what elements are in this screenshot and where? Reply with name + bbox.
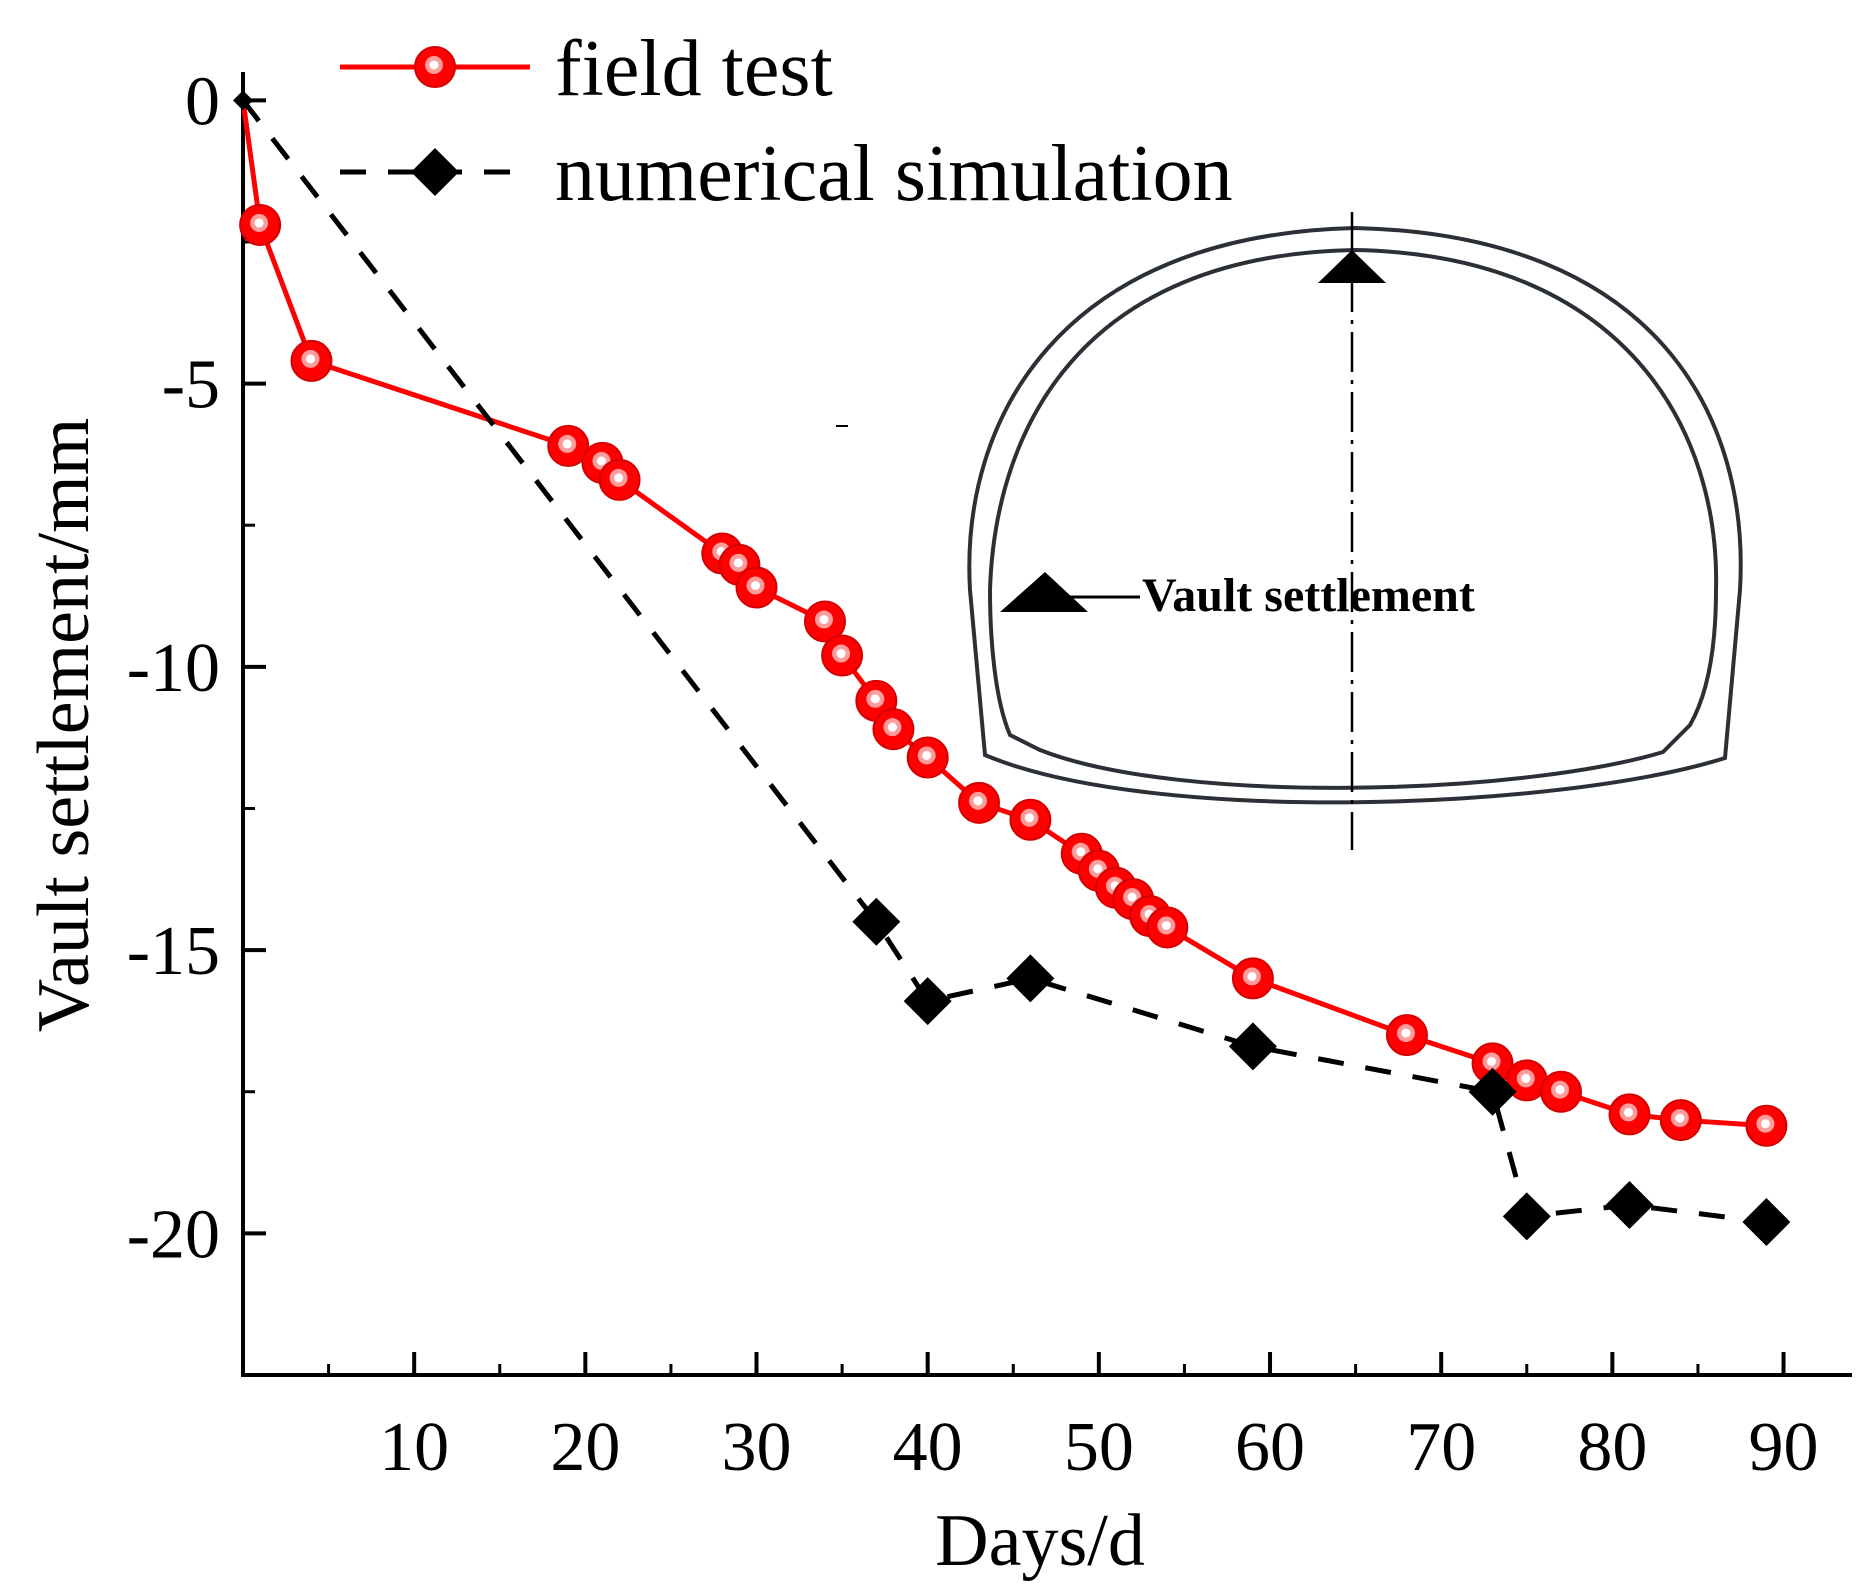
legend-marker-numerical-simulation [411,148,459,196]
x-tick-label: 70 [1406,1409,1476,1486]
data-point-field-test [1659,1099,1702,1142]
data-point-numerical-simulation [1742,1198,1791,1247]
y-tick-label: -10 [127,630,220,707]
data-point-field-test [547,424,590,467]
legend-circle-marker [414,46,456,88]
x-ticks: 10 20 30 40 50 60 70 80 90 [327,1352,1819,1486]
y-axis-title: Vault settlement/mm [23,418,105,1033]
y-tick-label: -15 [127,913,220,990]
y-ticks: 0 -5 -10 -15 -20 [127,63,266,1273]
legend-diamond-marker [411,148,459,196]
x-tick-label: 50 [1064,1409,1134,1486]
series-markers [233,90,1791,1247]
legend: field test numerical simulation [340,25,1233,218]
data-point-numerical-simulation [1228,1022,1277,1071]
x-tick-label: 20 [550,1409,620,1486]
data-point-field-test [290,339,333,382]
data-point-field-test [803,600,846,643]
series-line-field-test [240,99,1767,1129]
y-tick-label: -5 [162,347,220,424]
legend-label-field-test: field test [555,25,833,113]
vault-marker-icon [1318,250,1386,283]
tunnel-outer-lining [967,225,1743,805]
data-point-numerical-simulation [1605,1181,1654,1230]
data-point-field-test [1505,1059,1548,1102]
x-tick-label: 80 [1577,1409,1647,1486]
data-point-field-test [598,458,641,501]
tunnel-cross-section-icon [967,212,1743,850]
inset-label: Vault settlement [1142,569,1475,622]
y-tick-label: -20 [127,1196,220,1273]
x-tick-label: 90 [1749,1409,1819,1486]
x-tick-label: 30 [722,1409,792,1486]
data-point-numerical-simulation [1502,1192,1551,1241]
x-tick-label: 40 [893,1409,963,1486]
axes [241,72,1852,1377]
data-point-field-test [821,634,864,677]
data-point-field-test [1471,1042,1514,1085]
data-point-field-test [1540,1070,1583,1113]
x-axis-title: Days/d [935,1500,1145,1582]
legend-marker-icon [1000,572,1088,612]
data-point-field-test [1146,906,1189,949]
data-point-field-test [958,781,1001,824]
data-point-field-test [735,566,778,609]
series-line-numerical-simulation [241,98,1767,1225]
legend-label-numerical-simulation: numerical simulation [555,130,1233,218]
x-tick-label: 10 [379,1409,449,1486]
legend-marker-field-test [414,46,456,88]
data-point-field-test [1745,1104,1788,1147]
data-point-field-test [1385,1014,1428,1057]
data-point-numerical-simulation [1006,954,1055,1003]
tunnel-inner-lining [987,247,1719,790]
y-tick-label: 0 [185,63,220,140]
data-point-numerical-simulation [852,897,901,946]
series-lines [240,98,1767,1225]
data-point-field-test [239,203,282,246]
x-tick-label: 60 [1235,1409,1305,1486]
data-point-field-test [906,736,949,779]
data-point-field-test [872,708,915,751]
data-point-field-test [1608,1093,1651,1136]
data-point-numerical-simulation [903,977,952,1026]
data-point-field-test [1009,798,1052,841]
data-point-numerical-simulation [1468,1067,1517,1116]
data-point-field-test [1231,957,1274,1000]
data-point-origin [233,90,253,111]
